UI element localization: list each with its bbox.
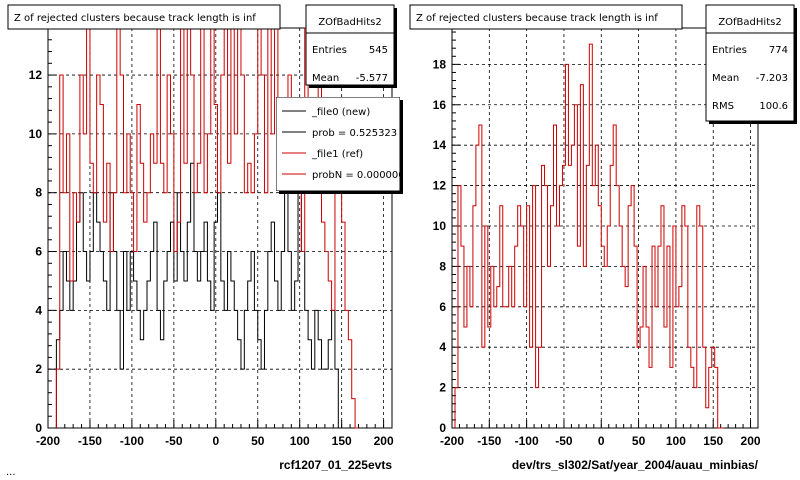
stats-label: Entries (312, 45, 347, 56)
title-box (7, 4, 281, 30)
x-tick-label: -150 (78, 434, 102, 448)
legend-box: _file0 (new) prob = 0.525323 _file1 (ref) p… (276, 97, 405, 191)
footer-text: ... (6, 467, 16, 478)
y-tick-label: 2 (35, 362, 42, 376)
stats-box (705, 4, 795, 122)
stats-value: 774 (769, 45, 788, 56)
y-tick-label: 0 (439, 421, 446, 435)
stats-value: -7.203 (756, 73, 788, 84)
stats-value: 545 (369, 45, 388, 56)
x-tick-label: -200 (36, 434, 60, 448)
x-tick-label: 100 (666, 434, 686, 448)
x-tick-label: -100 (120, 434, 144, 448)
stats-label: Mean (312, 73, 339, 84)
chart-title: Z of rejected clusters because track len… (416, 13, 658, 24)
legend-entry-label: probN = 0.000000 (312, 170, 405, 181)
legend-entry-label: prob = 0.525323 (312, 128, 397, 139)
y-tick-label: 14 (433, 138, 447, 152)
x-tick-label: 50 (632, 434, 646, 448)
y-tick-label: 10 (29, 127, 43, 141)
x-tick-label: -100 (515, 434, 539, 448)
x-tick-label: 200 (374, 434, 394, 448)
y-tick-label: 2 (439, 381, 446, 395)
stats-label: Mean (712, 73, 739, 84)
x-tick-label: -50 (165, 434, 183, 448)
stats-value: -5.577 (356, 73, 388, 84)
legend-background (276, 97, 400, 191)
x-tick-label: -150 (477, 434, 501, 448)
title-box (409, 4, 683, 30)
chart-title: Z of rejected clusters because track len… (14, 13, 256, 24)
y-tick-label: 16 (433, 98, 447, 112)
x-tick-label: 0 (212, 434, 219, 448)
histogram-series-0 (454, 43, 724, 429)
y-tick-label: 8 (35, 186, 42, 200)
x-tick-label: 200 (741, 434, 761, 448)
stats-name: ZOfBadHits2 (318, 17, 381, 28)
y-tick-label: 4 (439, 340, 446, 354)
y-tick-label: 8 (439, 259, 446, 273)
x-tick-label: -50 (555, 434, 573, 448)
right-histogram-panel: 0 2 4 6 8 10 12 14 16 18 -200 -150 -100 -50 0 50 100 150 2… (409, 4, 797, 472)
histogram-series-line (454, 43, 724, 429)
y-tick-label: 6 (35, 245, 42, 259)
y-tick-label: 4 (35, 303, 42, 317)
stats-label: Entries (712, 45, 747, 56)
y-tick-label: 0 (35, 421, 42, 435)
y-tick-label: 18 (433, 57, 447, 71)
y-tick-label: 12 (433, 179, 447, 193)
x-tick-label: 150 (332, 434, 352, 448)
stats-value: 100.6 (759, 101, 788, 112)
stats-box (305, 4, 395, 86)
y-tick-label: 12 (29, 68, 43, 82)
legend-entry-label: _file1 (ref) (311, 149, 363, 160)
left-histogram-panel: 0 2 4 6 8 10 12 -200 -150 -100 -50 0 50 100 150 200 rcf1… (7, 4, 405, 472)
x-tick-label: 100 (290, 434, 310, 448)
x-tick-label: 0 (598, 434, 605, 448)
x-tick-label: -200 (440, 434, 464, 448)
y-tick-label: 6 (439, 300, 446, 314)
y-tick-label: 10 (433, 219, 447, 233)
x-tick-label: 150 (703, 434, 723, 448)
stats-label: RMS (712, 101, 734, 112)
x-axis-label: rcf1207_01_225evts (279, 458, 392, 472)
legend-entry-label: _file0 (new) (311, 107, 370, 118)
x-tick-label: 50 (251, 434, 265, 448)
stats-name: ZOfBadHits2 (718, 17, 781, 28)
x-axis-label: dev/trs_sl302/Sat/year_2004/auau_minbias… (512, 458, 759, 472)
